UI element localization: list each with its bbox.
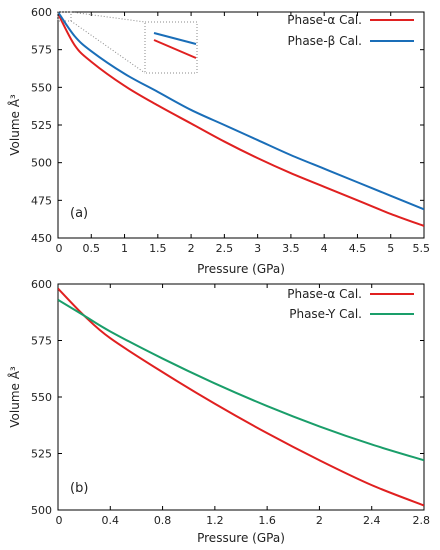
x-tick-label-b-1: 0.4 (102, 514, 120, 527)
panel-a: 0 0.5 1 1.5 2 2.5 3 3.5 4 4.5 5 5.5 450 475 500 525 550 5… (7, 6, 430, 276)
x-tick-label-a-1: 0.5 (83, 242, 101, 255)
x-tick-label-b-4: 1.6 (258, 514, 276, 527)
x-tick-label-b-2: 0.8 (154, 514, 172, 527)
x-tick-label-a-10: 5 (387, 242, 394, 255)
x-tick-label-a-7: 3.5 (282, 242, 300, 255)
panel-b-curves (58, 287, 424, 507)
legend-a-label-0: Phase-α Cal. (287, 13, 362, 27)
legend-b-label-0: Phase-α Cal. (287, 287, 362, 301)
series-line-a-1 (58, 12, 424, 211)
inset-connector-bottom (70, 20, 146, 74)
y-tick-label-b-1: 525 (31, 448, 52, 461)
y-tick-label-a-5: 575 (31, 44, 52, 57)
panel-b-ticks: 0 0.4 0.8 1.2 1.6 2 2.4 2.8 500 525 550 575 600 (31, 278, 430, 527)
y-tick-label-a-3: 525 (31, 119, 52, 132)
panel-b: 0 0.4 0.8 1.2 1.6 2 2.4 2.8 500 525 550 575 600 Pres… (7, 278, 430, 545)
y-tick-label-b-2: 550 (31, 391, 52, 404)
x-tick-label-b-6: 2.4 (363, 514, 381, 527)
y-tick-label-a-6: 600 (31, 6, 52, 19)
y-tick-label-a-2: 500 (31, 157, 52, 170)
x-tick-label-b-0: 0 (56, 514, 63, 527)
x-tick-label-a-11: 5.5 (413, 242, 431, 255)
series-line-b-1 (58, 298, 424, 462)
panel-b-panel-label: (b) (70, 481, 88, 496)
inset-connector-top (70, 11, 146, 23)
panel-a-panel-label: (a) (70, 206, 88, 221)
panel-a-inset (57, 11, 198, 74)
panel-a-curves (58, 12, 424, 227)
panel-a-ticks: 0 0.5 1 1.5 2 2.5 3 3.5 4 4.5 5 5.5 450 475 500 525 550 5… (31, 6, 430, 255)
panel-a-ylabel: Volume Å³ (7, 94, 22, 156)
inset-zoom-source-box (57, 11, 72, 22)
inset-phase-beta-line (153, 32, 197, 45)
x-tick-label-a-5: 2.5 (216, 242, 234, 255)
y-tick-label-b-4: 600 (31, 278, 52, 291)
x-tick-label-a-9: 4.5 (349, 242, 367, 255)
x-tick-label-a-0: 0 (56, 242, 63, 255)
x-tick-label-a-8: 4 (321, 242, 328, 255)
legend-b-label-1: Phase-Y Cal. (289, 307, 362, 321)
y-tick-label-a-1: 475 (31, 194, 52, 207)
panel-b-xlabel: Pressure (GPa) (197, 531, 285, 545)
panel-a-legend: Phase-α Cal. Phase-β Cal. (287, 13, 414, 48)
x-tick-label-b-3: 1.2 (206, 514, 224, 527)
y-tick-label-b-0: 500 (31, 504, 52, 517)
x-tick-label-b-5: 2 (316, 514, 323, 527)
x-tick-label-a-3: 1.5 (149, 242, 167, 255)
x-tick-label-b-7: 2.8 (413, 514, 431, 527)
y-tick-label-a-0: 450 (31, 232, 52, 245)
panel-b-ylabel: Volume Å³ (7, 366, 22, 428)
panel-a-xlabel: Pressure (GPa) (197, 262, 285, 276)
y-tick-label-a-4: 550 (31, 81, 52, 94)
panel-b-legend: Phase-α Cal. Phase-Y Cal. (287, 287, 414, 321)
x-tick-label-a-6: 3 (254, 242, 261, 255)
series-line-a-0 (58, 13, 424, 227)
y-tick-label-b-3: 575 (31, 335, 52, 348)
x-tick-label-a-4: 2 (188, 242, 195, 255)
series-line-b-0 (58, 287, 424, 507)
inset-phase-alpha-line (153, 39, 197, 59)
x-tick-label-a-2: 1 (121, 242, 128, 255)
legend-a-label-1: Phase-β Cal. (287, 34, 362, 48)
